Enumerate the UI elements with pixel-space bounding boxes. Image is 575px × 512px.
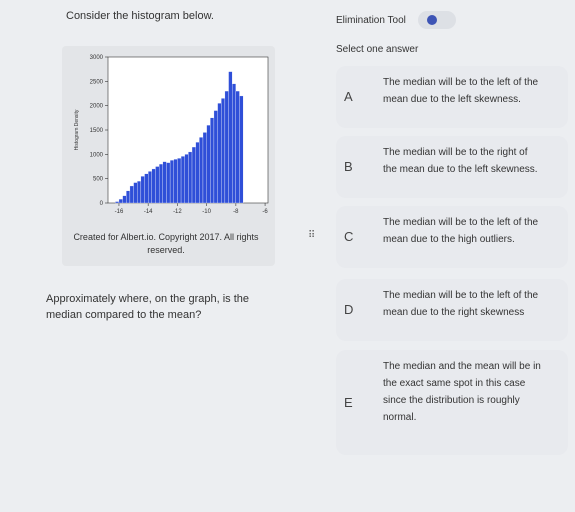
- answer-letter: D: [344, 302, 354, 317]
- answer-option[interactable]: D The median will be to the left of the m…: [336, 279, 568, 341]
- bar: [195, 142, 200, 204]
- answer-letter: A: [344, 89, 353, 104]
- bar: [188, 151, 193, 204]
- drag-handle[interactable]: ⠿: [308, 230, 316, 241]
- answer-text: The median will be to the left of the me…: [383, 217, 539, 245]
- y-tick-label: 3000: [90, 55, 104, 61]
- x-tick-label: -12: [173, 209, 182, 215]
- tool-toggle[interactable]: [418, 11, 456, 29]
- y-tick-label: 500: [93, 177, 104, 183]
- bar: [213, 110, 218, 204]
- y-tick-label: 2500: [90, 79, 104, 85]
- answer-option[interactable]: C The median will be to the left of the m…: [336, 206, 568, 268]
- y-tick-label: 1500: [90, 128, 104, 134]
- x-tick-label: -16: [115, 209, 124, 215]
- answer-text: The median will be to the left of the me…: [383, 290, 539, 318]
- answer-text: The median and the mean will be in the e…: [383, 361, 541, 423]
- bar: [235, 90, 240, 204]
- bar: [162, 161, 167, 204]
- bar: [239, 95, 244, 204]
- bar: [173, 159, 178, 204]
- caption: Created for Albert.io. Copyright 2017. A…: [73, 232, 259, 255]
- intro: Consider the histogram below.: [66, 10, 214, 22]
- bar: [133, 182, 138, 204]
- bar: [158, 163, 163, 204]
- bar: [155, 166, 160, 204]
- bar: [180, 156, 185, 204]
- bar: [115, 201, 120, 204]
- answer-text: The median will be to the left of the me…: [383, 77, 539, 105]
- bar: [126, 190, 131, 204]
- bar: [184, 154, 189, 204]
- bar: [199, 137, 204, 204]
- x-tick-label: -8: [233, 209, 239, 215]
- answer-option[interactable]: E The median and the mean will be in the …: [336, 350, 568, 455]
- answer-option[interactable]: A The median will be to the left of the m…: [336, 66, 568, 128]
- bar: [228, 71, 233, 204]
- y-tick-label: 1000: [90, 152, 104, 158]
- bar: [140, 176, 145, 204]
- bar: [122, 195, 127, 204]
- bar: [148, 171, 152, 204]
- bar: [166, 162, 171, 204]
- answer-letter: C: [344, 229, 354, 244]
- x-tick-label: -14: [144, 209, 153, 215]
- bar: [206, 124, 211, 204]
- bar: [151, 168, 156, 204]
- x-tick-label: -6: [262, 209, 268, 215]
- x-tick-label: -10: [202, 209, 211, 215]
- histogram: 0 500 1000 1500 2000 2500 3000 -16 -14 -12 -10 -8 -6…: [74, 55, 268, 215]
- bar: [232, 83, 237, 204]
- answer-text: The median will be to the right of the m…: [383, 147, 538, 175]
- y-axis-label: Histogram Density: [74, 109, 80, 150]
- bar: [144, 173, 149, 204]
- bar: [129, 185, 134, 204]
- y-tick-label: 0: [100, 201, 104, 207]
- bar: [221, 98, 226, 204]
- bar: [137, 180, 142, 204]
- bar: [202, 132, 207, 204]
- bar: [210, 117, 215, 204]
- answer-letter: B: [344, 159, 353, 174]
- bar: [118, 198, 123, 204]
- tool-label: Elimination Tool: [336, 15, 406, 26]
- bar: [169, 160, 174, 204]
- bar: [224, 90, 229, 204]
- bar: [191, 146, 196, 204]
- answer-option[interactable]: B The median will be to the right of the …: [336, 136, 568, 198]
- bar: [177, 158, 182, 204]
- prompt: Select one answer: [336, 44, 419, 55]
- bar: [217, 103, 222, 204]
- answer-letter: E: [344, 394, 353, 410]
- question-text: Approximately where, on the graph, is th…: [46, 293, 250, 321]
- y-tick-label: 2000: [90, 104, 104, 110]
